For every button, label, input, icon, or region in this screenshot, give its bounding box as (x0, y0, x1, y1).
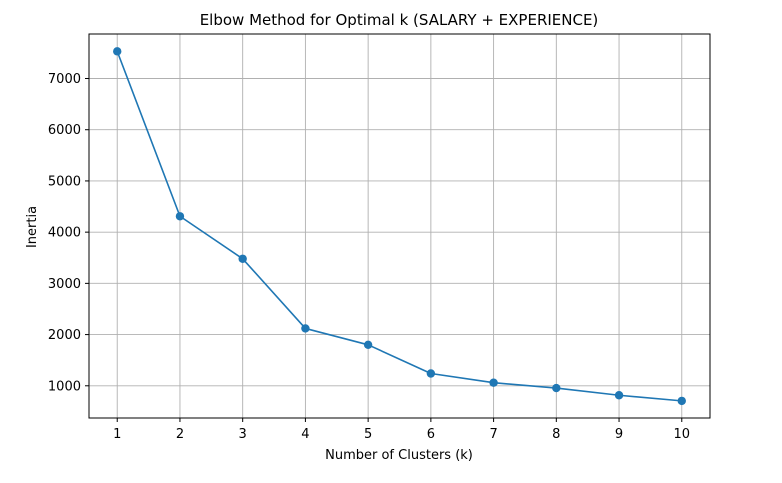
x-ticks: 1 2 3 4 5 6 7 8 9 10 (113, 418, 690, 442)
x-tick-label: 2 (176, 427, 184, 442)
data-point (614, 391, 624, 400)
y-tick-label: 6000 (48, 123, 81, 138)
x-tick-label: 7 (489, 427, 497, 442)
y-tick-label: 7000 (48, 72, 81, 87)
y-tick-label: 4000 (48, 226, 81, 241)
y-tick-label: 2000 (48, 328, 81, 343)
x-tick-label: 6 (427, 427, 435, 442)
data-point (677, 396, 686, 406)
data-point (113, 47, 122, 56)
y-tick-label: 1000 (48, 379, 81, 394)
x-tick-label: 4 (301, 427, 309, 442)
data-point (489, 378, 498, 387)
data-point (175, 212, 185, 221)
x-tick-label: 8 (552, 427, 560, 442)
x-tick-label: 10 (673, 427, 690, 442)
x-axis-label: Number of Clusters (k) (325, 448, 473, 463)
y-tick-label: 3000 (48, 277, 81, 292)
x-tick-label: 5 (364, 427, 372, 442)
grid (89, 34, 710, 418)
chart-title: Elbow Method for Optimal k (SALARY + EXP… (200, 11, 599, 29)
x-tick-label: 9 (615, 427, 623, 442)
series-line (116, 51, 682, 402)
x-tick-label: 3 (239, 427, 247, 442)
data-point (238, 254, 247, 263)
y-axis-label: Inertia (25, 206, 40, 248)
x-tick-label: 1 (113, 427, 121, 442)
data-point (552, 383, 561, 393)
y-tick-label: 5000 (48, 174, 81, 189)
data-point (301, 324, 310, 333)
plot-frame (88, 33, 711, 419)
series-group (113, 47, 686, 406)
y-ticks: 1000 2000 3000 4000 5000 6000 7000 (48, 72, 89, 394)
data-point (426, 369, 436, 378)
data-point (363, 340, 373, 350)
